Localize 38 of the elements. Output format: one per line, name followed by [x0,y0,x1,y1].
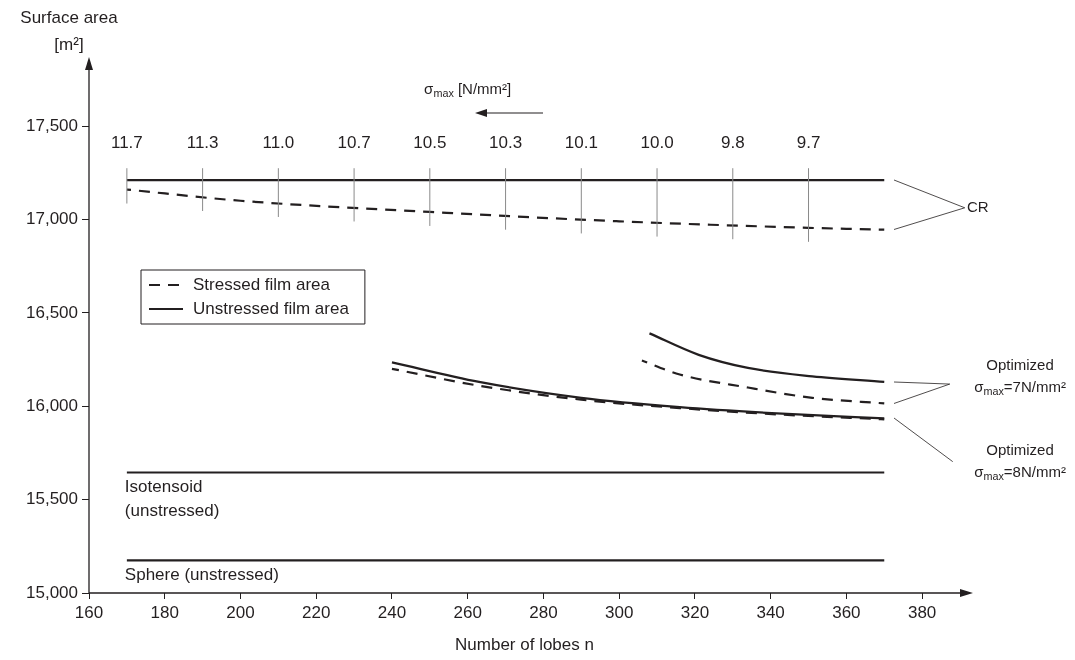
annotation: 11.7 [110,132,143,152]
line-series [640,359,886,405]
annotation: 10.0 [640,132,674,152]
x-tick-label: 220 [302,602,331,622]
line-series [125,188,886,231]
y-tick-label: 17,500 [26,115,78,135]
y-tick-label: 15,500 [26,489,78,509]
legend-label: Isotensoid (unstressed) [124,477,220,521]
x-tick-label: 260 [453,602,482,622]
line-series [648,332,886,384]
x-tick-label: 240 [377,602,407,622]
y-tick-label: 15,000 [26,582,78,602]
text: CR [967,198,989,216]
annotation: 11.3 [186,132,219,152]
y-tick-label: 16,000 [26,395,78,415]
ref-line-label: Sphere (unstressed) [124,565,279,584]
legend-label: Unstressed film area [193,298,350,318]
x-tick-label: 280 [529,602,558,622]
x-tick-label: 160 [74,602,104,622]
annotation: 9.7 [796,132,821,152]
x-tick-label: 180 [150,602,179,622]
y-axis-title: Surface area [m²] [19,7,119,56]
annotation: 10.1 [564,132,598,152]
x-tick-label: 340 [756,602,785,622]
legend-label: Stressed film area [193,274,331,294]
annotation: 10.7 [337,132,371,152]
annotation: 10.3 [489,132,523,152]
annotation: 10.5 [413,132,447,152]
annotation: 9.8 [720,132,745,152]
y-tick-label: 17,000 [26,209,78,229]
x-tick-label: 200 [226,602,255,622]
x-tick-label: 380 [907,602,937,622]
annotation: 11.0 [262,132,295,152]
x-axis-title: Number of lobes n [455,635,594,655]
x-tick-label: 360 [832,602,861,622]
x-tick-label: 320 [680,602,710,622]
y-tick-label: 16,500 [26,302,78,322]
x-tick-label: 300 [604,602,634,622]
